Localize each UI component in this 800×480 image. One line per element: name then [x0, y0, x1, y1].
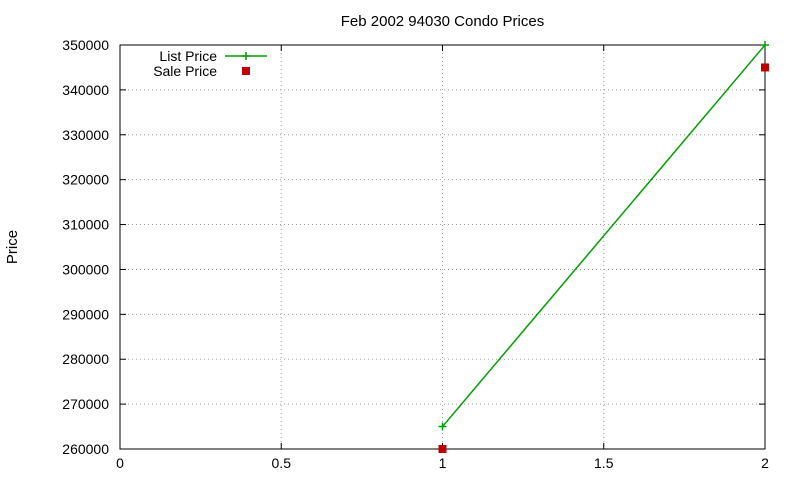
x-tick-label: 1: [439, 455, 447, 471]
legend-label-sale-price: Sale Price: [153, 63, 217, 79]
x-axis-tick-labels: 0 0.5 1 1.5 2: [116, 455, 769, 471]
axis-ticks: [119, 44, 766, 450]
legend: List Price Sale Price: [153, 48, 267, 79]
legend-marker: [242, 67, 250, 75]
chart-title: Feb 2002 94030 Condo Prices: [341, 13, 544, 30]
y-axis-label: Price: [4, 230, 21, 264]
y-tick-label: 330000: [62, 127, 109, 143]
legend-marker: [242, 52, 250, 60]
list-price-point: [761, 41, 769, 49]
y-axis-tick-labels: 260000 270000 280000 290000 300000 310000 3200…: [62, 37, 109, 457]
list-price-point: [438, 422, 447, 431]
y-tick-label: 340000: [62, 82, 109, 98]
legend-swatch-sale-price: [242, 67, 250, 75]
x-tick-label: 2: [761, 455, 769, 471]
y-tick-label: 290000: [62, 306, 109, 322]
y-tick-label: 320000: [62, 172, 109, 188]
x-tick-label: 1.5: [594, 455, 614, 471]
y-tick-label: 300000: [62, 261, 109, 277]
y-tick-label: 350000: [62, 37, 109, 53]
x-tick-label: 0.5: [272, 455, 292, 471]
list-price-line: [441, 44, 766, 428]
legend-label-list-price: List Price: [159, 48, 217, 64]
sale-price-point: [761, 63, 769, 72]
y-tick-label: 310000: [62, 217, 109, 233]
legend-swatch-list-price: [225, 52, 267, 60]
sale-price-point: [438, 445, 447, 453]
x-tick-label: 0: [116, 455, 124, 471]
grid-lines: [120, 45, 765, 449]
y-tick-label: 280000: [62, 351, 109, 367]
legend-item-sale-price: Sale Price: [153, 63, 250, 79]
y-tick-label: 270000: [62, 396, 109, 412]
y-tick-label: 260000: [62, 441, 109, 457]
series-layer: [438, 41, 769, 453]
legend-item-list-price: List Price: [159, 48, 267, 64]
